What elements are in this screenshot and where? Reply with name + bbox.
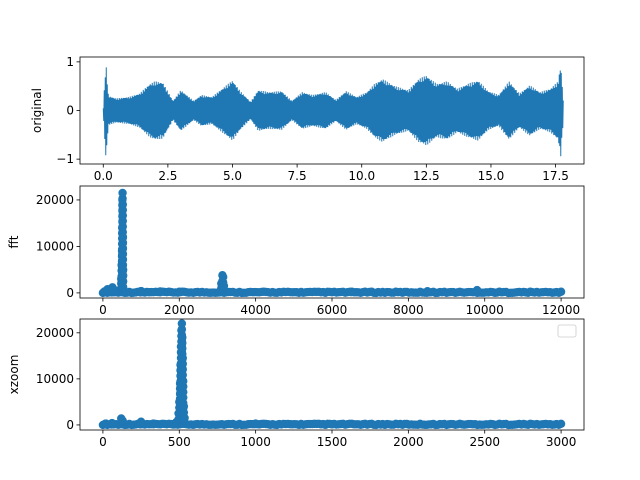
y-tick-label: 20000 — [36, 193, 74, 207]
x-tick-label: 12.5 — [413, 169, 440, 183]
x-tick-label: 8000 — [393, 303, 424, 317]
stem-marker — [346, 287, 356, 297]
stem-marker — [327, 420, 337, 429]
y-tick-label: 0 — [66, 286, 74, 300]
legend-box — [557, 324, 577, 338]
x-tick-label: 1000 — [240, 435, 271, 449]
stem-marker — [423, 287, 432, 296]
x-tick-label: 0 — [99, 303, 107, 317]
plot-data — [98, 319, 566, 430]
y-tick-label: 20000 — [36, 326, 74, 340]
plot-data — [98, 188, 566, 298]
stem-marker — [155, 287, 165, 296]
stem-marker — [251, 419, 260, 428]
stem-marker — [180, 413, 189, 423]
y-tick-label: −1 — [56, 152, 74, 166]
x-tick-label: 7.5 — [288, 169, 307, 183]
original-signal-panel: 0.0 2.5 5.0 7.5 10.0 12.5 15.0 17.5 −1 0 1 original — [30, 55, 585, 183]
stem-marker — [179, 402, 189, 411]
stem-marker — [404, 420, 413, 429]
stem-marker — [118, 282, 128, 292]
stem-marker — [179, 376, 188, 386]
y-axis-label: fft — [7, 235, 21, 248]
x-tick-label: 6000 — [317, 303, 348, 317]
stem-marker — [218, 272, 228, 282]
signal-waveform-line — [102, 67, 564, 157]
stem-marker — [177, 319, 187, 328]
stem-marker — [118, 277, 128, 286]
x-tick-label: 1500 — [317, 435, 348, 449]
stem-marker — [136, 417, 146, 426]
x-tick-label: 4000 — [240, 303, 271, 317]
stem-marker — [118, 416, 127, 425]
y-tick-label: 1 — [66, 55, 74, 69]
y-tick-label: 10000 — [36, 372, 74, 386]
plot-data — [102, 67, 564, 157]
stem-marker — [149, 419, 158, 428]
stem-marker — [178, 353, 187, 363]
xzoom-stem-panel: 0 500 1000 1500 2000 2500 3000 0 10000 20000 xzoom — [7, 318, 585, 449]
x-tick-label: 17.5 — [542, 169, 569, 183]
y-axis-label: xzoom — [7, 355, 21, 395]
x-tick-label: 2.5 — [158, 169, 177, 183]
x-tick-label: 500 — [168, 435, 191, 449]
x-tick-label: 2000 — [393, 435, 424, 449]
stem-marker — [118, 265, 128, 274]
stem-marker — [118, 188, 127, 198]
stem-marker-baseline — [556, 287, 566, 296]
x-tick-label: 12000 — [542, 303, 580, 317]
x-tick-label: 2000 — [164, 303, 195, 317]
x-tick-label: 2500 — [469, 435, 500, 449]
stem-marker — [118, 271, 128, 280]
x-tick-label: 15.0 — [478, 169, 505, 183]
x-tick-label: 0 — [99, 435, 107, 449]
stem-marker — [178, 333, 187, 342]
stem-marker — [136, 286, 146, 296]
stem-marker-baseline — [556, 419, 566, 429]
y-tick-label: 10000 — [36, 239, 74, 253]
stem-marker — [101, 419, 111, 428]
x-tick-label: 10000 — [466, 303, 504, 317]
fft-stem-panel: 0 2000 4000 6000 8000 10000 12000 0 10000 20000 ff… — [7, 185, 585, 317]
x-tick-label: 3000 — [546, 435, 577, 449]
x-tick-label: 10.0 — [348, 169, 375, 183]
x-tick-label: 0.0 — [94, 169, 113, 183]
y-axis-label: original — [30, 88, 44, 133]
stem-marker — [175, 287, 184, 296]
stem-marker — [118, 232, 128, 242]
y-tick-label: 0 — [66, 104, 74, 118]
x-tick-label: 5.0 — [223, 169, 242, 183]
y-tick-label: 0 — [66, 418, 74, 432]
stem-marker — [118, 200, 127, 209]
stem-marker — [107, 418, 117, 428]
stem-marker — [219, 281, 229, 291]
stem-marker — [472, 285, 482, 295]
